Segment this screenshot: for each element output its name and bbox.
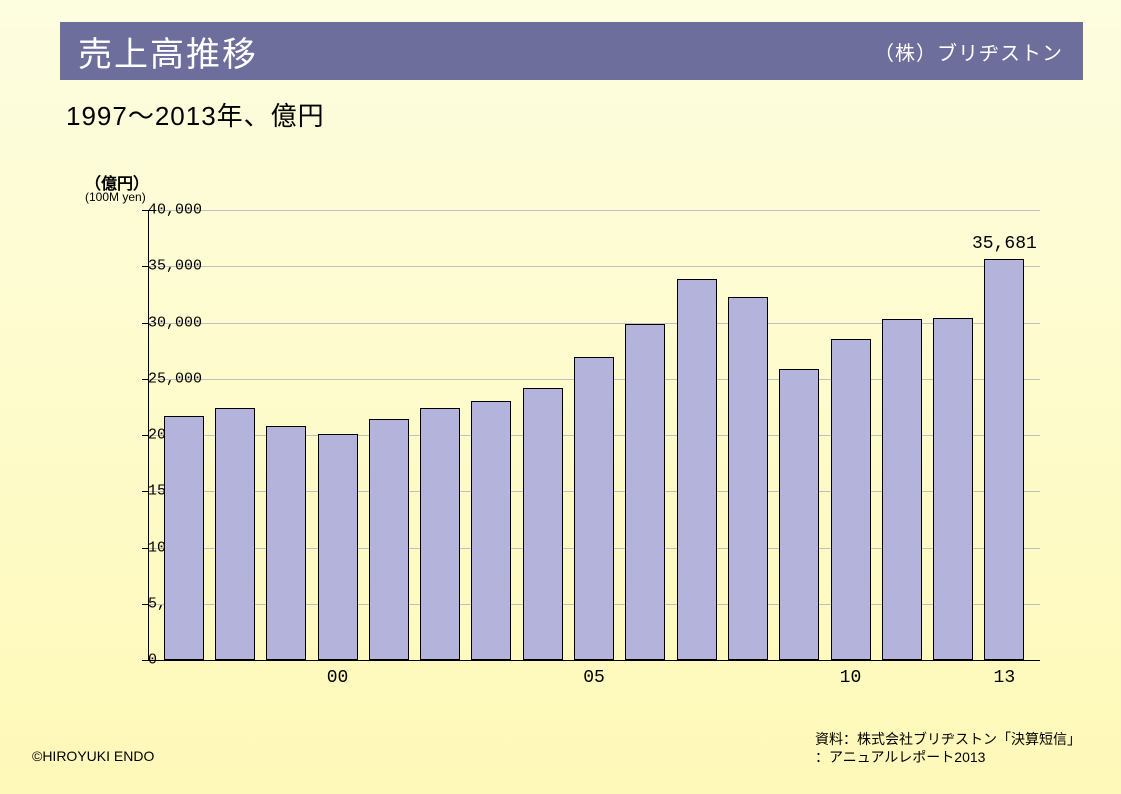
bar-slot: 35,681: [979, 210, 1030, 660]
y-axis-label-en: (100M yen): [85, 190, 146, 204]
bar-slot: [722, 210, 773, 660]
x-tick-label-2000: 00: [327, 668, 349, 688]
bar-1998: [215, 408, 255, 660]
bar-2006: [625, 324, 665, 660]
data-label-2013: 35,681: [972, 234, 1037, 254]
bar-slot: [312, 210, 363, 660]
bar-2002: [420, 408, 460, 660]
x-tick-label-2005: 05: [583, 668, 605, 688]
bar-slot: [517, 210, 568, 660]
bar-2010: [831, 339, 871, 660]
header-bar: 売上高推移 （株）ブリヂストン: [60, 22, 1083, 80]
source-line-2: ：アニュアルレポート2013: [815, 748, 1081, 766]
page-title: 売上高推移: [78, 27, 258, 76]
chart-area: 05,00010,00015,00020,00025,00030,00035,0…: [100, 210, 1040, 700]
bar-slot: [825, 210, 876, 660]
bar-slot: [414, 210, 465, 660]
bar-slot: [774, 210, 825, 660]
bars-container: 35,681: [148, 210, 1040, 660]
bar-2009: [779, 369, 819, 660]
x-axis-line: [148, 660, 1040, 661]
bar-2003: [471, 401, 511, 660]
source-citation: 資料：株式会社ブリヂストン「決算短信」 ：アニュアルレポート2013: [815, 730, 1081, 766]
bar-2004: [523, 388, 563, 660]
bar-1999: [266, 426, 306, 660]
source-line-1: 資料：株式会社ブリヂストン「決算短信」: [815, 730, 1081, 748]
bar-2011: [882, 319, 922, 660]
bar-slot: [671, 210, 722, 660]
bar-slot: [261, 210, 312, 660]
chart-subtitle: 1997～2013年、億円: [66, 96, 325, 133]
bar-2007: [677, 279, 717, 660]
bar-slot: [568, 210, 619, 660]
copyright: ©HIROYUKI ENDO: [32, 748, 154, 764]
bar-slot: [158, 210, 209, 660]
bar-2001: [369, 419, 409, 660]
bar-2005: [574, 357, 614, 660]
bar-slot: [620, 210, 671, 660]
bar-slot: [876, 210, 927, 660]
bar-slot: [363, 210, 414, 660]
bar-slot: [927, 210, 978, 660]
bar-2012: [933, 318, 973, 660]
bar-2008: [728, 297, 768, 660]
company-name: （株）ブリヂストン: [874, 37, 1063, 66]
bar-slot: [466, 210, 517, 660]
bar-2000: [318, 434, 358, 660]
bar-1997: [164, 416, 204, 660]
bar-2013: 35,681: [984, 259, 1024, 660]
bar-slot: [209, 210, 260, 660]
x-tick-label-2010: 10: [840, 668, 862, 688]
x-tick-label-2013: 13: [994, 668, 1016, 688]
